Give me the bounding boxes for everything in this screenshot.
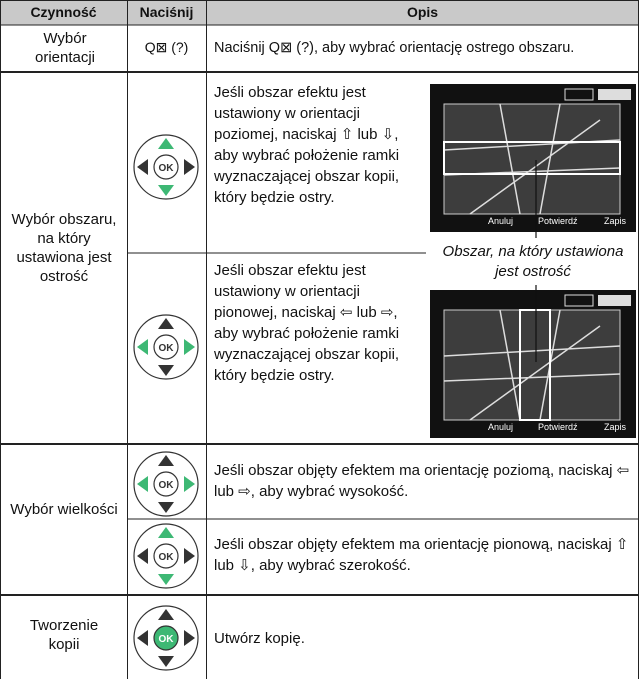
screen-button: Potwierdź (538, 422, 578, 432)
description: Jeśli obszar objęty efektem ma orientacj… (214, 536, 629, 574)
action: Tworzenie kopii (29, 617, 99, 653)
description: Naciśnij Q⊠ (?), aby wybrać orientację o… (214, 40, 575, 56)
action: Wybór wielkości (10, 501, 118, 518)
action: Wybór orientacji (34, 30, 96, 66)
description: Jeśli obszar efektu jest ustawiony w ori… (214, 262, 400, 384)
screen-button: Zapis (604, 216, 627, 226)
dpad-left-right (133, 451, 199, 517)
action: Wybór obszaru, na który ustawiona jest o… (11, 211, 117, 285)
dpad-up-down (133, 523, 199, 589)
header-cell: Opis (406, 4, 439, 20)
camera-screen (430, 84, 636, 232)
dpad-up-down (133, 134, 199, 200)
screen-button: Anuluj (488, 216, 514, 226)
header-bg (0, 0, 639, 25)
description: Jeśli obszar efektu jest ustawiony w ori… (214, 84, 400, 206)
screen-button: Anuluj (488, 422, 514, 432)
header-cell: Czynność (30, 4, 97, 20)
description: Utwórz kopię. (214, 630, 305, 647)
caption: Obszar, na który ustawiona jest ostrość (430, 242, 636, 282)
description: Jeśli obszar objęty efektem ma orientacj… (214, 462, 630, 500)
camera-screen (430, 290, 636, 438)
screen-button: Potwierdź (538, 216, 578, 226)
button: Q⊠ (?) (144, 39, 189, 55)
header-cell: Naciśnij (139, 4, 194, 20)
dpad-left-right (133, 314, 199, 380)
screen-button: Zapis (604, 422, 627, 432)
dpad-ok (133, 605, 199, 671)
